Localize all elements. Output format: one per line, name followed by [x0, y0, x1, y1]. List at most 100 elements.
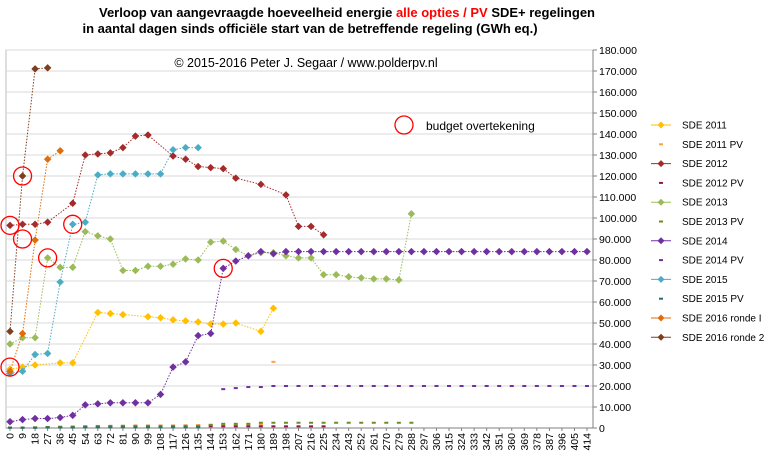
- data-point: [68, 199, 77, 208]
- legend-item: SDE 2014: [651, 236, 728, 247]
- x-tick-label: 243: [343, 433, 355, 451]
- highlight-circle: [0, 357, 20, 377]
- legend-label: SDE 2011: [682, 121, 727, 132]
- data-point: [459, 385, 464, 387]
- x-tick-label: 270: [381, 433, 393, 451]
- data-point: [394, 247, 403, 256]
- data-point: [93, 399, 102, 408]
- data-point: [169, 145, 177, 154]
- data-point: [309, 385, 314, 387]
- data-point: [31, 236, 39, 244]
- series-sde-2013: [6, 209, 416, 348]
- legend-item: SDE 2012: [651, 159, 728, 170]
- data-point: [296, 421, 301, 424]
- data-point: [8, 426, 12, 429]
- data-point: [545, 247, 554, 256]
- data-point: [231, 174, 240, 182]
- x-tick-label: 369: [519, 433, 531, 451]
- data-point: [133, 426, 138, 429]
- data-point: [145, 426, 150, 429]
- series-line: [9, 251, 587, 423]
- data-point: [6, 367, 14, 376]
- data-point: [470, 247, 478, 256]
- data-point: [56, 146, 65, 155]
- legend-label: SDE 2012: [682, 159, 728, 170]
- highlight-circle: [0, 215, 20, 236]
- data-point: [407, 209, 416, 218]
- data-point: [357, 247, 366, 256]
- x-tick-label: 279: [393, 433, 405, 451]
- data-point: [344, 247, 353, 256]
- data-point: [120, 426, 125, 429]
- x-tick-label: 261: [368, 433, 380, 451]
- data-point: [43, 414, 52, 423]
- series-line: [9, 134, 324, 236]
- x-tick-label: 252: [356, 433, 368, 451]
- data-point: [357, 273, 366, 282]
- data-point: [183, 426, 188, 429]
- data-point: [108, 426, 113, 429]
- y-tick-label: 60.000: [599, 297, 631, 309]
- data-point: [246, 425, 251, 428]
- legend-swatch-marker: [657, 275, 665, 283]
- data-point: [283, 385, 288, 387]
- data-point: [231, 319, 240, 327]
- data-point: [70, 426, 75, 429]
- legend-label: SDE 2016 ronde 2: [682, 333, 765, 344]
- data-point: [95, 425, 100, 428]
- data-point: [81, 218, 90, 227]
- chart-title-line-2: in aantal dagen sinds officiële start va…: [82, 21, 537, 36]
- data-point: [257, 247, 265, 256]
- data-point: [509, 385, 514, 387]
- data-point: [294, 247, 303, 256]
- x-tick-label: 387: [544, 433, 556, 451]
- data-point: [409, 421, 414, 424]
- data-point: [221, 422, 226, 425]
- copyright-text: © 2015-2016 Peter J. Segaar / www.polder…: [174, 56, 437, 70]
- data-point: [131, 170, 140, 178]
- data-point: [156, 390, 165, 399]
- x-tick-label: 117: [168, 433, 180, 450]
- data-point: [83, 425, 88, 428]
- data-point: [183, 424, 188, 427]
- data-point: [472, 385, 477, 387]
- legend-swatch-marker: [659, 143, 663, 146]
- data-point: [445, 247, 453, 256]
- data-point: [321, 385, 326, 387]
- y-tick-label: 20.000: [599, 381, 631, 393]
- data-point: [522, 385, 527, 387]
- x-tick-label: 162: [230, 433, 242, 451]
- y-tick-label: 40.000: [599, 339, 631, 351]
- series-line: [9, 147, 199, 374]
- x-tick-label: 9: [17, 433, 29, 439]
- legend-label: SDE 2012 PV: [682, 178, 744, 189]
- x-tick-label: 54: [80, 433, 92, 445]
- x-axis: 0 9 18 27 36 45 54 63 72 81 90 99 108 117 126 135 144 153…: [5, 427, 594, 451]
- data-point: [244, 251, 253, 260]
- x-tick-label: 378: [531, 433, 543, 451]
- x-tick-label: 171: [243, 433, 255, 451]
- x-tick-label: 342: [481, 433, 493, 451]
- data-point: [296, 425, 301, 428]
- data-point: [369, 275, 378, 283]
- data-point: [196, 426, 201, 429]
- legend: SDE 2011 SDE 2011 PV SDE 2012 SDE 2012 PV SD…: [651, 121, 765, 344]
- data-point: [31, 65, 39, 73]
- legend-item: SDE 2013: [651, 198, 728, 209]
- data-point: [371, 385, 376, 387]
- data-point: [181, 317, 190, 325]
- x-tick-label: 333: [469, 433, 481, 451]
- data-point: [6, 221, 14, 230]
- legend-item: SDE 2016 ronde 2: [651, 333, 765, 344]
- x-tick-label: 351: [494, 433, 506, 451]
- legend-label: SDE 2016 ronde I: [682, 314, 762, 325]
- chart-title-line-1: Verloop van aangevraagde hoeveelheid ene…: [99, 5, 595, 20]
- data-point: [507, 247, 516, 256]
- y-tick-label: 30.000: [599, 360, 631, 372]
- x-tick-label: 297: [418, 433, 430, 451]
- data-point: [382, 247, 391, 256]
- data-point: [93, 150, 102, 158]
- legend-item: SDE 2012 PV: [659, 178, 744, 189]
- annotation-label: budget overtekening: [426, 119, 535, 133]
- legend-label: SDE 2013: [682, 198, 728, 209]
